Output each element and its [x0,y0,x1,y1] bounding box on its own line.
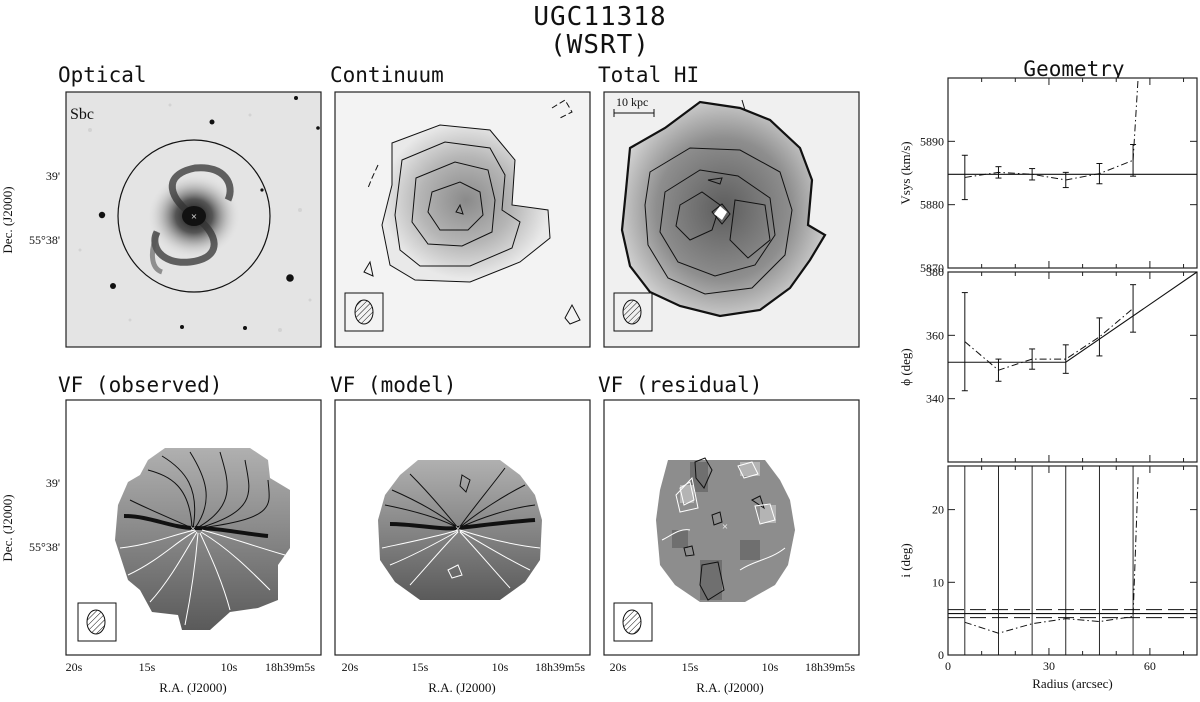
fit-series-line [964,476,1139,634]
continuum-panel [334,91,591,348]
y-tick-label: 360 [926,328,944,342]
y-tick-label: 5890 [920,134,944,148]
y-tick-label: 5870 [920,261,944,275]
ra-ticks-col3: 20s 15s 10s 18h39m5s R.A. (J2000) [610,660,856,695]
ra-axis-label: R.A. (J2000) [159,680,227,695]
dec-axis-label-bottom: Dec. (J2000) [0,494,15,561]
panel-title-vf-model: VF (model) [330,373,456,397]
y-tick-label: 340 [926,392,944,406]
panel-title-geometry: Geometry [1023,57,1124,81]
panel-title-vf-observed: VF (observed) [58,373,222,397]
ra-tick: 10s [492,660,509,674]
geometry-panel-1: 340 360 380 ϕ (deg) [898,265,1198,463]
ra-tick: 18h39m5s [265,660,315,674]
total-hi-panel: 10 kpc [603,91,860,348]
x-tick-label: 0 [945,659,951,673]
y-tick-label: 20 [932,503,944,517]
y-tick-label: 380 [926,265,944,279]
ra-tick: 20s [66,660,83,674]
y-tick-label: 10 [932,575,944,589]
hubble-type-label: Sbc [70,106,94,123]
geometry-panel-2: 0 10 20 i (deg) 0 30 60 Radius (arcsec) [898,465,1198,691]
ra-tick: 20s [342,660,359,674]
y-axis-label: Vsys (km/s) [898,141,913,204]
scale-bar-label: 10 kpc [616,95,648,109]
plot-frame [947,465,1198,656]
svg-text:×: × [190,523,196,535]
ra-tick: 20s [610,660,627,674]
ra-axis-label: R.A. (J2000) [696,680,764,695]
optical-panel: × Sbc [65,91,322,348]
svg-text:×: × [455,523,461,535]
plot-frame [947,77,1198,269]
dec-tick-top-39: 39' [46,169,60,183]
y-axis-label: i (deg) [898,543,913,577]
y-axis-label: ϕ (deg) [898,348,913,386]
fit-series-tail [1132,77,1139,161]
svg-text:×: × [722,521,728,533]
svg-text:×: × [191,211,197,223]
y-tick-label: 0 [938,648,944,662]
panel-title-vf-residual: VF (residual) [598,373,762,397]
ra-tick: 10s [221,660,238,674]
y-tick-label: 5880 [920,198,944,212]
plot-frame [947,271,1198,463]
vf-observed-panel: × [65,399,322,656]
ra-ticks-col2: 20s 15s 10s 18h39m5s R.A. (J2000) [342,660,586,695]
geometry-charts: 5870 5880 5890 Vsys (km/s) 340 360 380 ϕ (deg) 0… [898,77,1198,691]
aperture-circle [117,139,271,293]
vf-model-panel: × [334,399,591,656]
dec-axis-label-top: Dec. (J2000) [0,186,15,253]
panel-title-total-hi: Total HI [598,63,699,87]
panel-title-continuum: Continuum [330,63,444,87]
x-tick-label: 60 [1144,659,1156,673]
ra-tick: 18h39m5s [535,660,585,674]
ra-tick: 10s [762,660,779,674]
figure-subtitle: (WSRT) [550,30,650,60]
ra-ticks-col1: 20s 15s 10s 18h39m5s R.A. (J2000) [66,660,316,695]
ra-axis-label: R.A. (J2000) [428,680,496,695]
dec-tick-bottom-39: 39' [46,476,60,490]
dec-tick-bottom-38: 55°38' [29,540,60,554]
geometry-panel-0: 5870 5880 5890 Vsys (km/s) [898,77,1198,275]
panel-title-optical: Optical [58,63,147,87]
x-axis-label: Radius (arcsec) [1032,676,1113,691]
ra-tick: 15s [682,660,699,674]
ra-tick: 18h39m5s [805,660,855,674]
ra-tick: 15s [139,660,156,674]
figure-title: UGC11318 [533,2,667,32]
x-tick-label: 30 [1043,659,1055,673]
ra-tick: 15s [412,660,429,674]
dec-tick-top-38: 55°38' [29,233,60,247]
fit-series-line [964,308,1134,371]
vf-residual-panel: × [603,399,860,656]
